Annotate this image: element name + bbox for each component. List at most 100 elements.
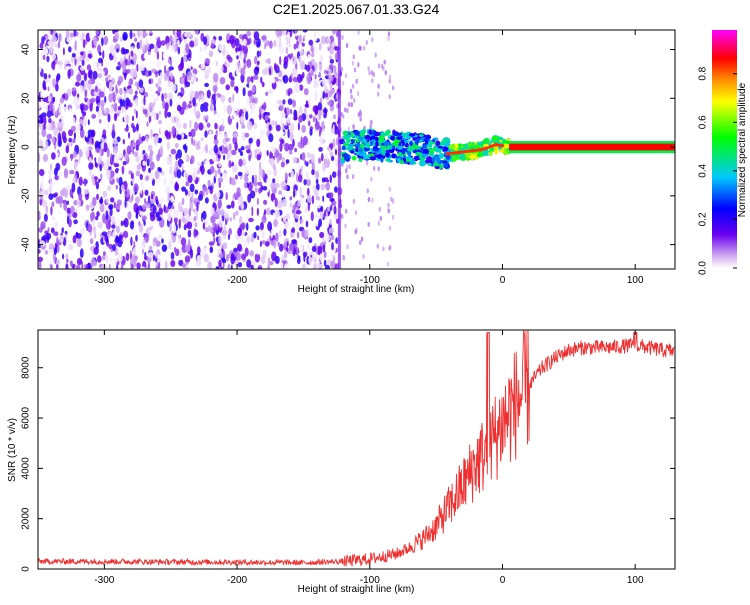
noise-speckle xyxy=(254,56,258,65)
noise-speckle xyxy=(244,247,249,257)
noise-speckle xyxy=(295,34,299,41)
noise-speckle xyxy=(135,196,140,204)
noise-speckle xyxy=(49,163,53,171)
noise-speckle xyxy=(81,209,86,217)
noise-speckle xyxy=(69,260,73,267)
noise-speckle xyxy=(264,42,267,50)
snr-frame xyxy=(37,329,676,570)
noise-speckle xyxy=(331,234,335,241)
noise-speckle xyxy=(50,43,53,54)
noise-speckle xyxy=(166,155,172,166)
noise-speckle xyxy=(313,262,317,269)
noise-speckle xyxy=(204,130,208,138)
noise-speckle xyxy=(323,159,330,169)
noise-speckle xyxy=(229,217,233,222)
noise-speckle xyxy=(390,196,393,202)
noise-speckle xyxy=(68,129,73,137)
noise-speckle xyxy=(164,108,168,119)
noise-speckle xyxy=(253,231,257,239)
noise-speckle xyxy=(303,34,306,40)
noise-speckle xyxy=(328,192,334,199)
noise-speckle xyxy=(196,161,202,167)
noise-speckle xyxy=(190,91,196,96)
noise-speckle xyxy=(243,63,247,70)
noise-speckle xyxy=(73,219,78,225)
noise-speckle xyxy=(273,167,277,177)
noise-speckle xyxy=(55,83,59,92)
noise-speckle xyxy=(163,135,167,145)
noise-speckle xyxy=(249,190,256,199)
noise-speckle xyxy=(281,156,286,162)
noise-speckle xyxy=(177,95,182,101)
noise-speckle xyxy=(127,60,131,66)
noise-speckle xyxy=(177,234,181,244)
noise-speckle xyxy=(142,266,145,269)
noise-speckle xyxy=(142,42,145,51)
noise-speckle xyxy=(193,228,197,239)
noise-speckle xyxy=(192,97,196,106)
noise-speckle xyxy=(82,104,89,111)
noise-speckle xyxy=(135,110,138,119)
noise-speckle xyxy=(120,184,125,192)
noise-speckle xyxy=(51,35,57,43)
noise-speckle xyxy=(377,91,380,97)
noise-speckle xyxy=(341,35,344,40)
noise-speckle xyxy=(70,116,76,127)
noise-speckle xyxy=(232,164,238,173)
noise-speckle xyxy=(83,178,87,187)
signal-core xyxy=(461,150,467,154)
noise-speckle xyxy=(162,52,167,60)
noise-speckle xyxy=(272,212,276,218)
noise-speckle xyxy=(315,196,320,201)
noise-speckle xyxy=(316,79,319,89)
noise-speckle xyxy=(212,231,215,238)
signal-blob xyxy=(452,154,460,157)
noise-speckle xyxy=(261,81,265,88)
noise-speckle xyxy=(253,66,260,76)
noise-speckle xyxy=(266,207,271,215)
noise-speckle xyxy=(99,173,103,181)
noise-speckle xyxy=(166,121,170,128)
signal-blob xyxy=(425,159,431,164)
noise-speckle xyxy=(42,54,46,61)
noise-speckle xyxy=(258,67,262,76)
noise-speckle xyxy=(216,60,218,67)
noise-speckle xyxy=(331,128,335,135)
noise-speckle xyxy=(38,227,43,233)
noise-speckle xyxy=(388,245,392,250)
noise-speckle xyxy=(195,77,198,82)
noise-speckle xyxy=(93,36,96,46)
noise-speckle xyxy=(260,255,266,265)
noise-speckle xyxy=(324,85,328,93)
noise-speckle xyxy=(41,112,47,118)
signal-blob xyxy=(421,153,428,158)
signal-region xyxy=(338,128,675,170)
noise-speckle xyxy=(158,78,162,86)
noise-speckle xyxy=(231,105,237,112)
noise-speckle xyxy=(176,30,182,38)
noise-speckle xyxy=(96,67,103,73)
noise-speckle xyxy=(242,158,246,167)
noise-speckle xyxy=(373,165,376,171)
noise-speckle xyxy=(222,50,226,56)
noise-speckle xyxy=(167,73,170,82)
noise-speckle xyxy=(101,231,108,236)
noise-speckle xyxy=(186,221,193,230)
noise-speckle xyxy=(42,153,49,162)
y-tick-label: 6000 xyxy=(21,406,32,429)
noise-speckle xyxy=(309,128,313,136)
noise-speckle xyxy=(209,246,214,253)
noise-speckle xyxy=(216,186,219,195)
noise-speckle xyxy=(160,126,166,134)
noise-speckle xyxy=(230,76,235,81)
noise-speckle xyxy=(347,126,350,132)
noise-speckle xyxy=(93,90,99,97)
noise-speckle xyxy=(281,192,285,198)
noise-speckle xyxy=(71,53,76,58)
noise-speckle xyxy=(114,192,119,200)
noise-speckle xyxy=(313,188,319,197)
noise-speckle xyxy=(287,88,293,95)
noise-speckle xyxy=(209,165,215,174)
noise-speckle xyxy=(171,126,176,135)
noise-speckle xyxy=(286,30,292,33)
